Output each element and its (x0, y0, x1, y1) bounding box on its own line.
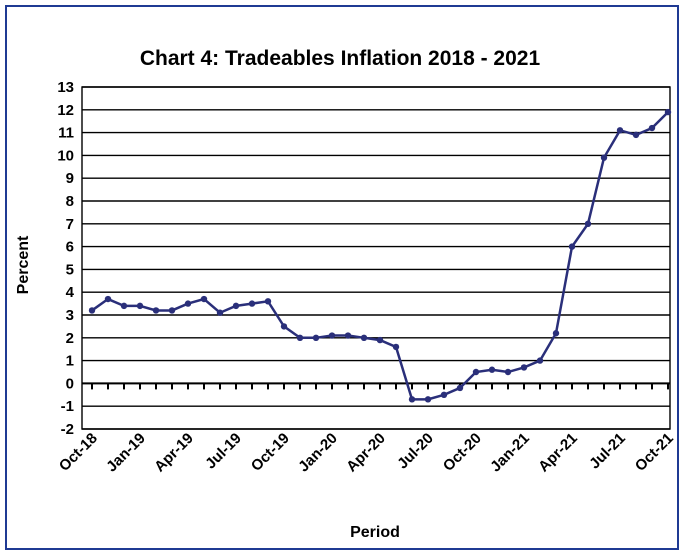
x-tick-label: Jul-21 (586, 430, 629, 473)
chart-title: Chart 4: Tradeables Inflation 2018 - 202… (140, 47, 541, 70)
data-point (616, 127, 624, 134)
chart-canvas: Chart 4: Tradeables Inflation 2018 - 202… (15, 47, 677, 537)
y-tick-label: 2 (66, 330, 74, 347)
x-tick-label: Jul-20 (394, 430, 437, 473)
data-point (216, 309, 224, 316)
x-axis-label: Period (350, 524, 400, 537)
y-tick-label: 13 (57, 79, 74, 96)
data-point (184, 300, 192, 307)
data-point (552, 330, 560, 337)
data-point (568, 243, 576, 250)
data-point (344, 332, 352, 339)
data-point (88, 307, 96, 314)
y-tick-label: 3 (66, 307, 74, 324)
data-point (488, 366, 496, 373)
data-point (456, 384, 464, 392)
x-tick-label: Jan-19 (103, 430, 149, 476)
data-point (120, 302, 128, 310)
data-point (584, 220, 592, 227)
data-point (232, 302, 240, 310)
series-inflation (88, 108, 672, 403)
data-point (440, 391, 448, 398)
data-point (376, 336, 384, 344)
y-tick-label: 12 (57, 102, 74, 119)
data-point (168, 307, 176, 314)
y-tick-label: 9 (66, 170, 74, 187)
data-point (104, 295, 112, 303)
x-tick-label: Oct-19 (248, 430, 293, 475)
y-tick-label: 6 (66, 239, 74, 256)
data-point (632, 131, 640, 139)
y-tick-label: 1 (66, 353, 74, 370)
data-point (136, 302, 144, 310)
y-tick-label: 7 (66, 216, 74, 233)
y-tick-label: 8 (66, 193, 74, 210)
data-point (520, 364, 528, 371)
data-point (200, 295, 208, 303)
x-tick-label: Oct-21 (632, 430, 677, 475)
data-point (504, 368, 512, 376)
data-point (248, 300, 256, 307)
data-point (328, 332, 336, 339)
data-point (264, 298, 272, 305)
data-point (296, 334, 304, 341)
x-tick-label: Apr-21 (535, 430, 581, 476)
y-tick-label: -2 (61, 421, 74, 438)
data-point (536, 357, 544, 364)
x-tick-label: Apr-20 (343, 430, 389, 476)
x-tick-label: Jul-19 (202, 430, 245, 473)
data-point (664, 108, 672, 116)
y-axis-label: Percent (15, 235, 32, 294)
data-point (424, 396, 432, 403)
x-tick-labels: Oct-18 Jan-19 Apr-19 Jul-19 Oct-19 Jan-20 Apr-… (56, 430, 677, 476)
data-point (312, 334, 320, 341)
data-point (360, 334, 368, 341)
data-point (648, 124, 656, 132)
data-point (392, 343, 400, 351)
data-point (408, 396, 416, 403)
data-point (152, 307, 160, 314)
gridlines (81, 86, 671, 430)
x-tick-label: Apr-19 (151, 430, 197, 476)
y-tick-label: 4 (66, 284, 75, 301)
y-tick-label: 10 (57, 147, 74, 164)
x-tick-label: Jan-21 (487, 430, 533, 476)
x-tick-label: Jan-20 (295, 430, 341, 476)
plot-area (81, 86, 671, 430)
data-point (280, 323, 288, 330)
data-point (472, 368, 480, 376)
data-point (600, 154, 608, 161)
y-tick-label: 11 (58, 125, 74, 142)
y-tick-label: -1 (61, 398, 74, 415)
x-tick-label: Oct-20 (440, 430, 485, 475)
y-tick-label: 0 (66, 375, 74, 392)
y-tick-label: 5 (66, 261, 74, 278)
x-axis (82, 382, 670, 390)
